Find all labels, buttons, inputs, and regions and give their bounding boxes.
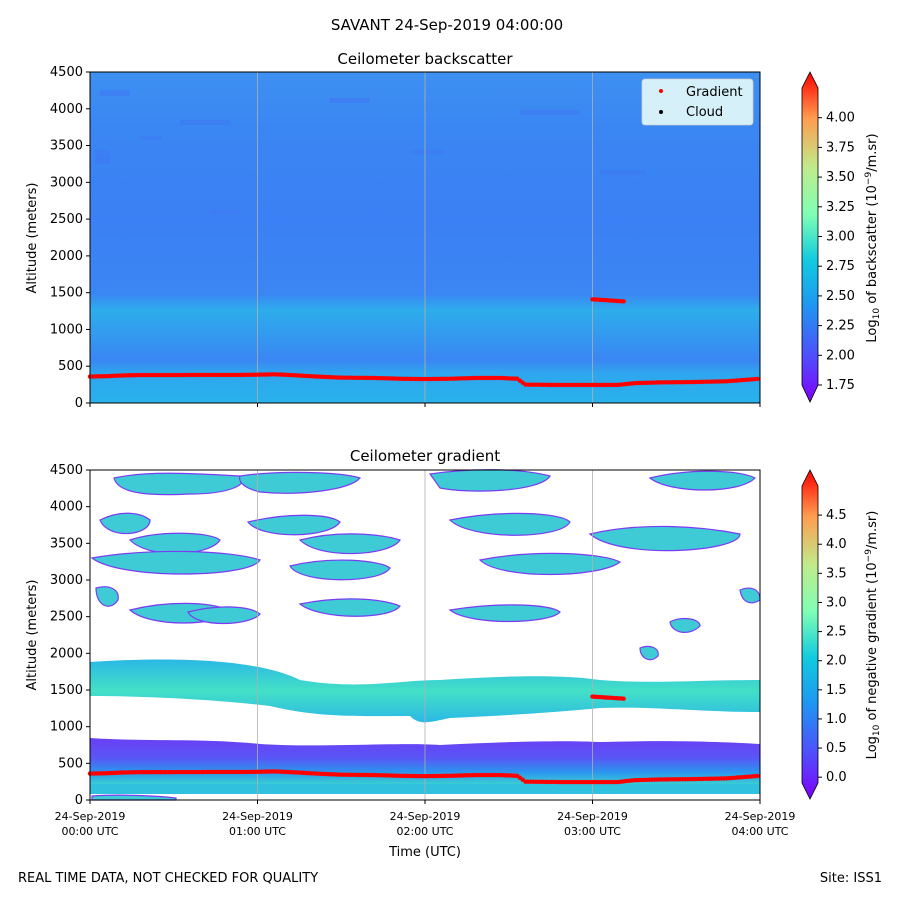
figure-suptitle: SAVANT 24-Sep-2019 04:00:00 xyxy=(331,16,563,34)
xtick-date: 24-Sep-2019 xyxy=(55,810,126,823)
ytick-label: 500 xyxy=(58,359,83,374)
legend-gradient-marker xyxy=(659,89,663,93)
colorbar-tick-label: 2.50 xyxy=(826,289,855,304)
gradient-xaxis: 24-Sep-2019 00:00 UTC 24-Sep-2019 01:00 UTC… xyxy=(55,800,796,838)
gradient-marker xyxy=(621,696,626,701)
ytick-label: 0 xyxy=(75,396,83,411)
site-label: Site: ISS1 xyxy=(820,871,882,886)
colorbar-tick-label: 0.5 xyxy=(826,741,847,756)
backscatter-colorbar: 1.75 2.00 2.25 2.50 2.75 3.00 3.25 3.50 3.75 4.00… xyxy=(801,71,882,403)
colorbar-tick-label: 4.5 xyxy=(826,508,847,523)
xtick-date: 24-Sep-2019 xyxy=(222,810,293,823)
colorbar-tick-label: 3.0 xyxy=(826,595,847,610)
backscatter-yaxis: 0 500 1000 1500 2000 2500 3000 3500 4000 4500 xyxy=(50,65,90,411)
backscatter-colorbar-label: Log10 of backscatter (10−9/m.sr) xyxy=(864,133,882,342)
legend-cloud-label: Cloud xyxy=(686,105,723,120)
xtick-time: 00:00 UTC xyxy=(61,825,118,838)
xtick-date: 24-Sep-2019 xyxy=(390,810,461,823)
gradient-gridlines xyxy=(257,470,593,800)
ytick-label: 3500 xyxy=(50,139,83,154)
ytick-label: 1000 xyxy=(50,720,83,735)
legend: Gradient Cloud xyxy=(641,78,754,126)
ytick-label: 3000 xyxy=(50,573,83,588)
colorbar-tick-label: 3.5 xyxy=(826,566,847,581)
backscatter-colorbar-bar xyxy=(801,71,819,403)
ytick-label: 1000 xyxy=(50,322,83,337)
gradient-ylabel: Altitude (meters) xyxy=(25,580,40,691)
backscatter-gridlines xyxy=(257,72,593,403)
xtick-date: 24-Sep-2019 xyxy=(725,810,796,823)
colorbar-tick-label: 2.5 xyxy=(826,625,847,640)
colorbar-tick-label: 2.0 xyxy=(826,654,847,669)
xtick-time: 01:00 UTC xyxy=(229,825,286,838)
colorbar-tick-label: 3.50 xyxy=(826,170,855,185)
backscatter-title: Ceilometer backscatter xyxy=(337,50,513,68)
ytick-label: 2500 xyxy=(50,212,83,227)
ytick-label: 1500 xyxy=(50,286,83,301)
colorbar-tick-label: 1.0 xyxy=(826,712,847,727)
gradient-colorbar-label: Log10 of negative gradient (10−9/m.sr) xyxy=(864,511,882,760)
backscatter-texture xyxy=(95,90,645,214)
colorbar-tick-label: 4.0 xyxy=(826,537,847,552)
gradient-marker xyxy=(621,299,626,304)
xtick-time: 03:00 UTC xyxy=(564,825,621,838)
xtick-time: 02:00 UTC xyxy=(396,825,453,838)
ytick-label: 2000 xyxy=(50,646,83,661)
ytick-label: 500 xyxy=(58,756,83,771)
ytick-label: 4000 xyxy=(50,102,83,117)
legend-cloud-marker xyxy=(659,110,663,114)
ytick-label: 3500 xyxy=(50,536,83,551)
ytick-label: 1500 xyxy=(50,683,83,698)
gradient-xlabel: Time (UTC) xyxy=(388,845,461,860)
quality-disclaimer: REAL TIME DATA, NOT CHECKED FOR QUALITY xyxy=(18,871,318,886)
gradient-cloud-patches xyxy=(90,469,761,801)
gradient-colorbar-bar xyxy=(801,469,819,800)
gradient-colorbar: 0.0 0.5 1.0 1.5 2.0 2.5 3.0 3.5 4.0 4.5 Log10 of … xyxy=(801,469,882,800)
colorbar-tick-label: 1.75 xyxy=(826,378,855,393)
ytick-label: 4500 xyxy=(50,65,83,80)
colorbar-tick-label: 3.00 xyxy=(826,230,855,245)
colorbar-tick-label: 1.5 xyxy=(826,683,847,698)
ytick-label: 4500 xyxy=(50,463,83,478)
gradient-marker xyxy=(755,773,760,779)
ytick-label: 4000 xyxy=(50,500,83,515)
gradient-title: Ceilometer gradient xyxy=(350,447,500,465)
xtick-time: 04:00 UTC xyxy=(731,825,788,838)
backscatter-xticks xyxy=(89,403,761,407)
gradient-marker xyxy=(755,376,760,382)
gradient-yaxis: 0 500 1000 1500 2000 2500 3000 3500 4000 4500 xyxy=(50,463,90,808)
gradient-gradient-markers xyxy=(87,694,760,785)
ytick-label: 2500 xyxy=(50,610,83,625)
ytick-label: 3000 xyxy=(50,175,83,190)
colorbar-tick-label: 3.25 xyxy=(826,200,855,215)
legend-gradient-label: Gradient xyxy=(686,85,743,100)
colorbar-tick-label: 0.0 xyxy=(826,770,847,785)
colorbar-tick-label: 4.00 xyxy=(826,111,855,126)
ytick-label: 0 xyxy=(75,793,83,808)
legend-box xyxy=(641,78,754,126)
colorbar-tick-label: 3.75 xyxy=(826,140,855,155)
colorbar-tick-label: 2.75 xyxy=(826,259,855,274)
backscatter-gradient-markers xyxy=(87,297,760,388)
ytick-label: 2000 xyxy=(50,249,83,264)
backscatter-colorbar-ticks: 1.75 2.00 2.25 2.50 2.75 3.00 3.25 3.50 3.75 4.00 xyxy=(818,111,855,393)
gradient-colorbar-ticks: 0.0 0.5 1.0 1.5 2.0 2.5 3.0 3.5 4.0 4.5 xyxy=(818,508,847,785)
colorbar-tick-label: 2.00 xyxy=(826,348,855,363)
backscatter-ylabel: Altitude (meters) xyxy=(25,183,40,294)
xtick-date: 24-Sep-2019 xyxy=(557,810,628,823)
colorbar-tick-label: 2.25 xyxy=(826,319,855,334)
